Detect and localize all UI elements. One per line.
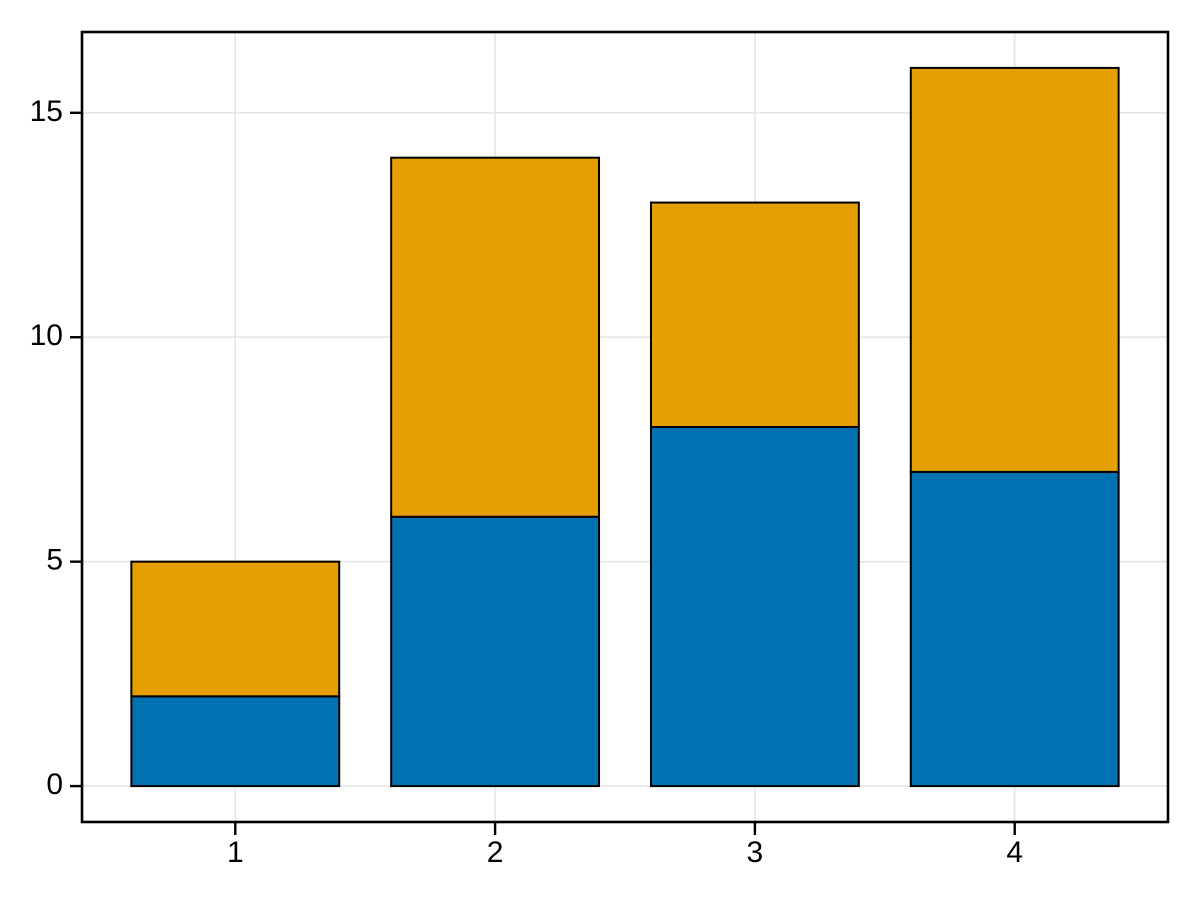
y-tick-label: 10: [30, 319, 63, 352]
bar-segment-bottom: [130, 695, 341, 788]
y-tick-label: 0: [46, 768, 63, 801]
x-tick-label: 1: [227, 836, 244, 869]
y-tick-label: 15: [30, 95, 63, 128]
plot-frame: [80, 30, 1170, 824]
y-tick-label: 5: [46, 544, 63, 577]
x-tick-label: 3: [747, 836, 764, 869]
bar-segment-bottom: [909, 470, 1120, 788]
bar-segment-top: [649, 201, 860, 428]
x-tick-label: 4: [1006, 836, 1023, 869]
x-tick-label: 2: [487, 836, 504, 869]
bar-segment-bottom: [390, 515, 601, 788]
bar-segment-bottom: [649, 426, 860, 788]
bar-segment-top: [390, 156, 601, 518]
bar-segment-top: [909, 66, 1120, 473]
bar-segment-top: [130, 560, 341, 698]
